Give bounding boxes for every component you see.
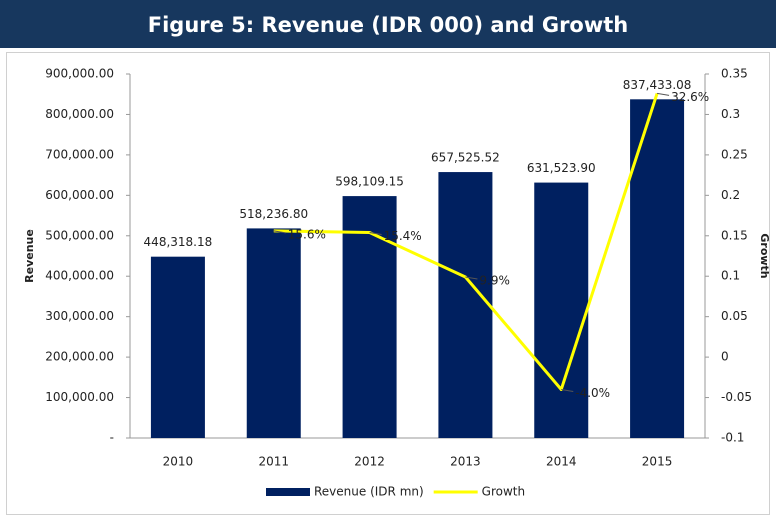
y2-tick-label: 0.05 (721, 309, 748, 323)
x-tick-label: 2011 (258, 455, 289, 469)
y-tick-label: - (110, 431, 114, 445)
y-tick-label: 500,000.00 (45, 228, 114, 242)
y-tick-label: 600,000.00 (45, 188, 114, 202)
leader-line (657, 92, 670, 96)
x-tick-label: 2010 (163, 455, 194, 469)
y2-tick-label: 0.15 (721, 228, 748, 242)
legend-label: Growth (482, 485, 525, 499)
chart-border (6, 52, 770, 515)
y-tick-label: 800,000.00 (45, 107, 114, 121)
y2-tick-label: 0.3 (721, 107, 740, 121)
bar (534, 182, 589, 438)
y2-tick-label: 0.35 (721, 67, 748, 81)
y2-tick-label: 0.1 (721, 269, 740, 283)
bar (246, 228, 301, 438)
x-tick-label: 2014 (546, 455, 577, 469)
line-value-label: 32.6% (671, 90, 709, 104)
bar (630, 99, 685, 438)
y-tick-label: 700,000.00 (45, 147, 114, 161)
leader-line (465, 276, 478, 280)
line-value-label: -4.0% (575, 386, 610, 400)
line-value-label: 9.9% (479, 274, 510, 288)
x-tick-label: 2015 (642, 455, 673, 469)
chart-title: Figure 5: Revenue (IDR 000) and Growth (148, 13, 629, 37)
bar-value-label: 657,525.52 (431, 151, 500, 165)
leader-line (561, 388, 574, 392)
x-tick-label: 2013 (450, 455, 481, 469)
bar-value-label: 598,109.15 (335, 175, 404, 189)
x-tick-label: 2012 (354, 455, 385, 469)
y2-tick-label: 0.25 (721, 147, 748, 161)
legend-swatch (266, 488, 310, 496)
y2-tick-label: 0 (721, 350, 729, 364)
y2-axis-title: Growth (758, 233, 771, 278)
banner (0, 0, 776, 48)
y-tick-label: 100,000.00 (45, 390, 114, 404)
y2-tick-label: -0.1 (721, 431, 744, 445)
bar-value-label: 631,523.90 (527, 161, 596, 175)
bar-value-label: 448,318.18 (144, 235, 213, 249)
leader-line (273, 230, 286, 234)
bar-value-label: 518,236.80 (239, 207, 308, 221)
line-value-label: 15.6% (288, 227, 326, 241)
leader-line (369, 232, 382, 236)
y-tick-label: 900,000.00 (45, 67, 114, 81)
y-tick-label: 300,000.00 (45, 309, 114, 323)
y-tick-label: 200,000.00 (45, 350, 114, 364)
legend-label: Revenue (IDR mn) (314, 485, 424, 499)
y-tick-label: 400,000.00 (45, 269, 114, 283)
bar (342, 196, 397, 438)
line-value-label: 15.4% (384, 229, 422, 243)
y2-tick-label: 0.2 (721, 188, 740, 202)
bar-value-label: 837,433.08 (623, 78, 692, 92)
bar (150, 256, 205, 438)
y-axis-title: Revenue (23, 229, 36, 283)
bar (438, 172, 493, 439)
y2-tick-label: -0.05 (721, 390, 752, 404)
